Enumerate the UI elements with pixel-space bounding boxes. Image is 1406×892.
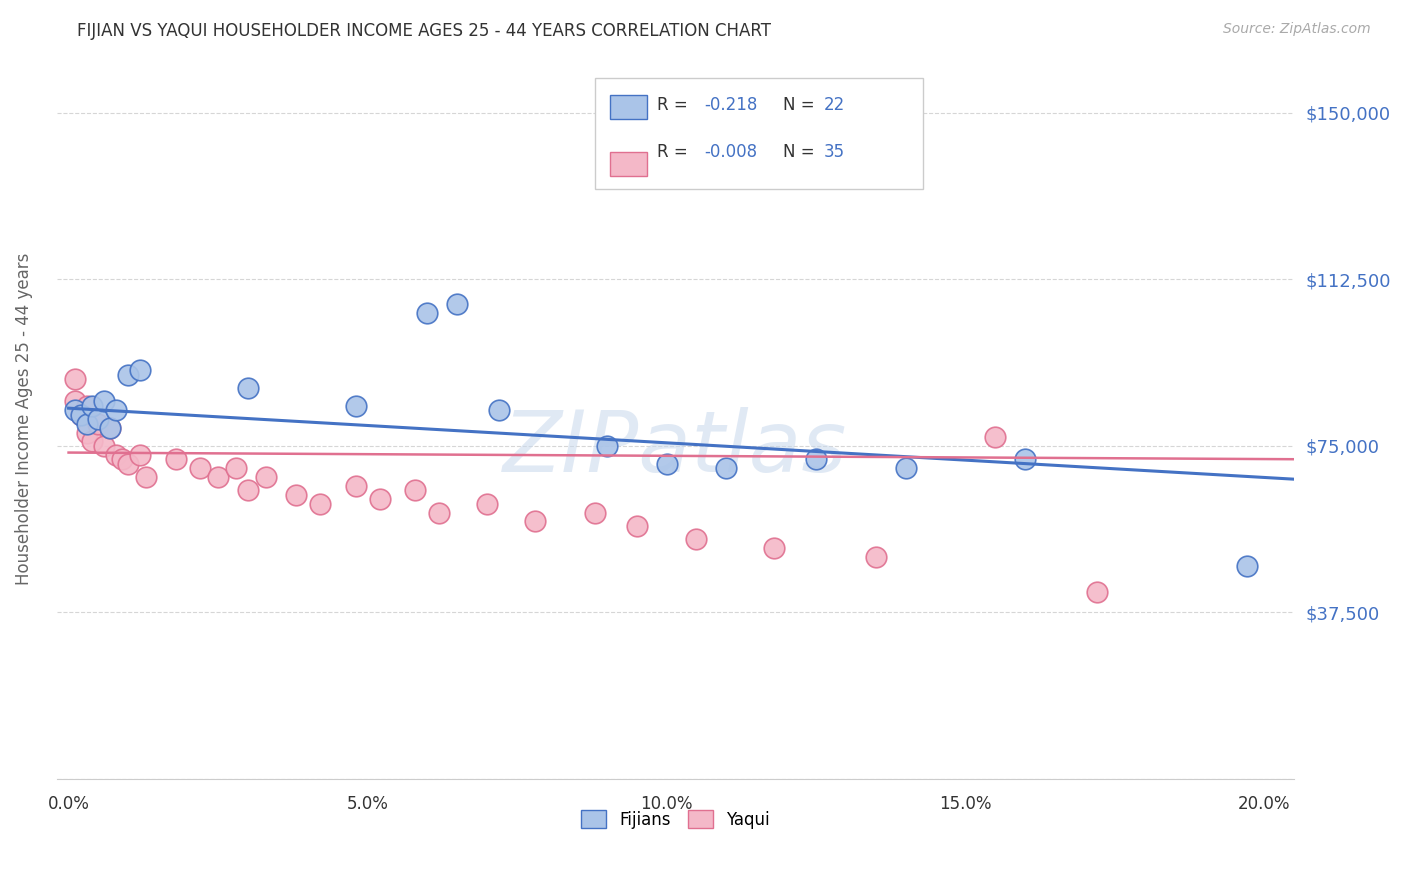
- Y-axis label: Householder Income Ages 25 - 44 years: Householder Income Ages 25 - 44 years: [15, 253, 32, 585]
- Point: [344, 399, 367, 413]
- Point: [63, 372, 86, 386]
- Point: [225, 461, 247, 475]
- Point: [655, 457, 678, 471]
- Point: [583, 506, 606, 520]
- Point: [308, 497, 330, 511]
- Point: [207, 470, 229, 484]
- Point: [523, 515, 546, 529]
- Point: [93, 394, 115, 409]
- Text: -0.218: -0.218: [704, 96, 758, 114]
- Point: [69, 408, 91, 422]
- Point: [488, 403, 510, 417]
- Point: [100, 421, 122, 435]
- Text: R =: R =: [657, 143, 699, 161]
- Point: [368, 492, 391, 507]
- Point: [1085, 585, 1108, 599]
- Text: 22: 22: [824, 96, 845, 114]
- Point: [117, 368, 139, 382]
- Legend: Fijians, Yaqui: Fijians, Yaqui: [575, 804, 776, 835]
- Point: [984, 430, 1007, 444]
- Point: [63, 403, 86, 417]
- Point: [117, 457, 139, 471]
- Point: [716, 461, 738, 475]
- Point: [254, 470, 277, 484]
- Point: [87, 417, 110, 431]
- Text: N =: N =: [783, 96, 820, 114]
- Text: Source: ZipAtlas.com: Source: ZipAtlas.com: [1223, 22, 1371, 37]
- Point: [475, 497, 498, 511]
- Point: [1236, 558, 1258, 573]
- Point: [344, 479, 367, 493]
- Point: [100, 421, 122, 435]
- Point: [93, 439, 115, 453]
- Point: [165, 452, 187, 467]
- Point: [135, 470, 157, 484]
- Point: [626, 518, 648, 533]
- Text: N =: N =: [783, 143, 820, 161]
- Point: [685, 532, 707, 546]
- Point: [236, 381, 259, 395]
- Text: 35: 35: [824, 143, 845, 161]
- Point: [596, 439, 619, 453]
- Point: [1014, 452, 1036, 467]
- Point: [188, 461, 211, 475]
- Point: [865, 549, 887, 564]
- Point: [427, 506, 450, 520]
- Point: [105, 403, 128, 417]
- Point: [129, 448, 152, 462]
- Bar: [610, 95, 647, 120]
- Point: [763, 541, 786, 555]
- Text: -0.008: -0.008: [704, 143, 756, 161]
- Text: ZIPatlas: ZIPatlas: [503, 407, 848, 490]
- FancyBboxPatch shape: [595, 78, 924, 189]
- Point: [76, 425, 98, 440]
- Point: [894, 461, 917, 475]
- Text: R =: R =: [657, 96, 699, 114]
- Text: FIJIAN VS YAQUI HOUSEHOLDER INCOME AGES 25 - 44 YEARS CORRELATION CHART: FIJIAN VS YAQUI HOUSEHOLDER INCOME AGES …: [77, 22, 772, 40]
- Point: [76, 417, 98, 431]
- Point: [111, 452, 134, 467]
- Point: [69, 408, 91, 422]
- Point: [82, 434, 104, 449]
- Point: [236, 483, 259, 498]
- Point: [63, 394, 86, 409]
- Point: [284, 488, 307, 502]
- Point: [82, 399, 104, 413]
- Point: [446, 297, 468, 311]
- Point: [105, 448, 128, 462]
- Point: [129, 363, 152, 377]
- Bar: [610, 152, 647, 176]
- Point: [87, 412, 110, 426]
- Point: [804, 452, 827, 467]
- Point: [416, 306, 439, 320]
- Point: [76, 399, 98, 413]
- Point: [404, 483, 426, 498]
